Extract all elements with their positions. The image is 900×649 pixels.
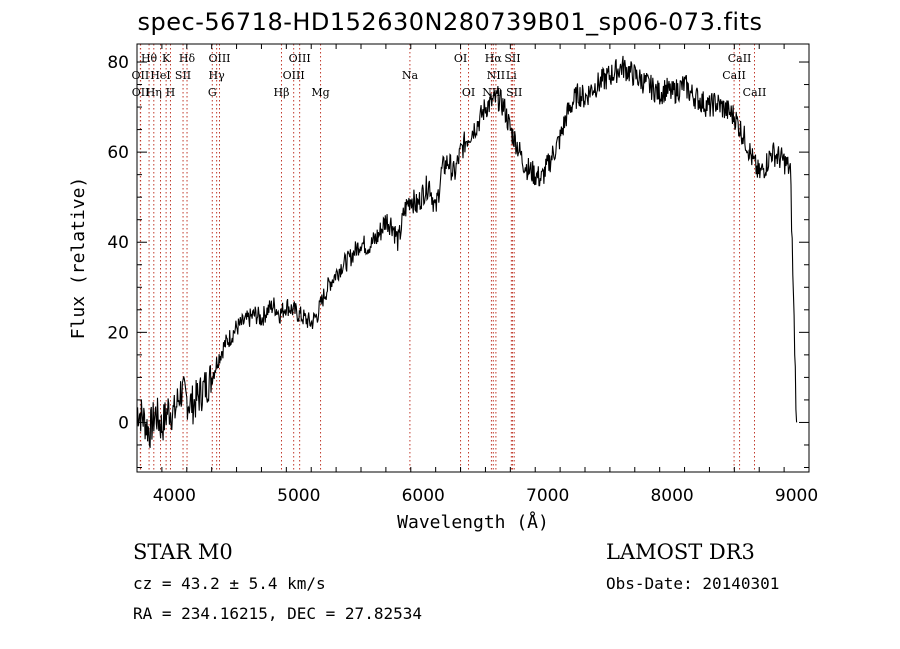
x-tick-label: 6000 [402,486,445,506]
x-axis-label: Wavelength (Å) [397,511,549,533]
line-label: Hα [485,52,503,65]
line-label: K [162,52,171,65]
object-class: STAR M0 [133,540,233,564]
line-label: H [166,86,176,99]
line-label: OII [132,86,150,99]
line-label: Li [506,69,517,82]
line-label: CaII [728,52,752,65]
chart-title: spec-56718-HD152630N280739B01_sp06-073.f… [137,8,763,36]
line-label: Hη [146,86,162,99]
line-label: Hγ [209,69,226,82]
y-axis-label: Flux (relative) [68,177,89,340]
x-tick-label: 5000 [277,486,320,506]
line-label: OIII [283,69,305,82]
line-label: Mg [311,86,329,99]
line-label: Na [402,69,419,82]
line-label: Hβ [274,86,290,99]
line-label: SII [175,69,191,82]
line-label: OIII [208,52,230,65]
line-label: G [208,86,217,99]
line-label: Hθ [141,52,158,65]
line-label: OII [132,69,150,82]
line-label: CaII [722,69,746,82]
line-label: SII [504,52,520,65]
spectrum-line [136,55,798,449]
x-tick-label: 4000 [153,486,196,506]
x-tick-label: 9000 [775,486,818,506]
observation-date: Obs-Date: 20140301 [606,574,780,593]
y-tick-label: 60 [107,143,129,163]
y-tick-label: 20 [107,323,129,343]
survey-name: LAMOST DR3 [606,540,755,564]
line-label: Hδ [179,52,196,65]
line-label: HeI [150,69,170,82]
x-tick-label: 7000 [526,486,569,506]
redshift-cz: cz = 43.2 ± 5.4 km/s [133,574,326,593]
y-tick-label: 0 [118,413,129,433]
line-label: OIII [289,52,311,65]
coordinates: RA = 234.16215, DEC = 27.82534 [133,604,422,623]
line-label: CaII [743,86,767,99]
x-tick-label: 8000 [650,486,693,506]
y-tick-label: 40 [107,233,129,253]
line-label: OI [462,86,475,99]
plot-frame [136,43,810,473]
line-label: NII [487,69,505,82]
line-label: SII [506,86,522,99]
y-tick-label: 80 [107,53,129,73]
line-label: OI [454,52,467,65]
